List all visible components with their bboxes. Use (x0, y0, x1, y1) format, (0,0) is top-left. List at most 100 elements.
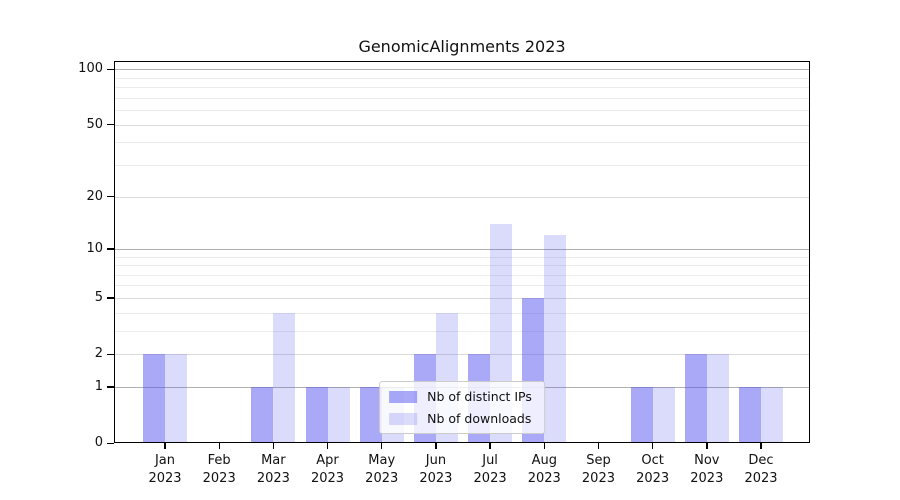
x-tick-jun (435, 443, 437, 449)
legend-label-downloads: Nb of downloads (427, 411, 532, 426)
y-tick-100 (107, 68, 114, 71)
x-tick-label-mar: Mar 2023 (245, 452, 301, 488)
x-label-month: Sep (586, 453, 611, 468)
x-label-month: Feb (207, 453, 231, 468)
bar-dec-ips (739, 386, 761, 443)
bar-apr-downloads (327, 386, 350, 443)
gridline-minor (114, 142, 810, 144)
bar-oct-downloads (652, 386, 675, 443)
x-tick-label-feb: Feb 2023 (191, 452, 247, 488)
x-label-month: Jun (425, 453, 447, 468)
gridline-2 (114, 354, 810, 356)
gridline-minor (114, 274, 810, 276)
bar-may-ips (359, 386, 382, 443)
x-label-year: 2023 (365, 471, 399, 486)
x-label-month: Jan (154, 453, 176, 468)
x-tick-jul (489, 443, 491, 449)
x-tick-may (381, 443, 383, 449)
legend-item-distinct-ips: Nb of distinct IPs (389, 389, 532, 404)
x-tick-label-jul: Jul 2023 (462, 452, 518, 488)
y-tick-1 (107, 386, 114, 388)
y-tick-label-100: 100 (78, 61, 103, 77)
x-tick-label-aug: Aug 2023 (516, 452, 572, 488)
x-label-month: Aug (531, 453, 557, 468)
x-label-year: 2023 (419, 471, 453, 486)
legend: Nb of distinct IPs Nb of downloads (379, 381, 545, 434)
x-tick-label-jun: Jun 2023 (408, 452, 464, 488)
gridline-10 (114, 248, 810, 250)
x-label-month: Nov (694, 453, 720, 468)
chart-title: GenomicAlignments 2023 (358, 37, 566, 56)
y-tick-label-10: 10 (86, 240, 103, 256)
x-label-month: Mar (261, 453, 286, 468)
legend-swatch-distinct-ips (389, 390, 418, 403)
gridline-20 (114, 196, 810, 198)
bar-apr-ips (305, 386, 328, 443)
gridline-100 (114, 69, 810, 71)
y-tick-10 (107, 248, 114, 250)
y-tick-label-20: 20 (86, 188, 103, 204)
legend-label-distinct-ips: Nb of distinct IPs (427, 389, 532, 404)
y-tick-label-0: 0 (94, 435, 103, 450)
y-tick-label-1: 1 (94, 378, 103, 394)
x-tick-aug (543, 443, 545, 449)
y-tick-label-5: 5 (94, 289, 103, 305)
gridline-minor (114, 265, 810, 267)
x-label-month: Jul (482, 453, 498, 468)
x-tick-apr (326, 443, 329, 449)
bar-jan-downloads (165, 354, 187, 443)
y-tick-50 (107, 124, 114, 126)
x-label-month: Dec (748, 453, 774, 468)
x-label-month: Apr (316, 453, 339, 468)
bar-oct-ips (630, 386, 653, 443)
x-label-year: 2023 (256, 471, 290, 486)
x-tick-mar (272, 443, 275, 449)
x-label-year: 2023 (473, 471, 507, 486)
x-tick-feb (218, 443, 220, 449)
x-tick-label-dec: Dec 2023 (733, 452, 789, 488)
x-tick-label-may: May 2023 (354, 452, 410, 488)
x-label-month: Oct (641, 453, 664, 468)
bar-nov-downloads (706, 354, 729, 443)
gridline-minor (114, 312, 810, 314)
gridline-minor (114, 87, 810, 89)
x-tick-label-nov: Nov 2023 (679, 452, 735, 488)
bar-mar-downloads (273, 312, 296, 443)
plot-area: Nb of distinct IPs Nb of downloads (114, 61, 810, 443)
bar-jan-ips (143, 354, 165, 443)
y-tick-5 (107, 297, 114, 299)
y-tick-0 (107, 442, 114, 444)
gridline-minor (114, 164, 810, 166)
legend-item-downloads: Nb of downloads (389, 411, 532, 426)
x-tick-sep (597, 443, 600, 449)
x-tick-jan (164, 443, 166, 449)
gridline-minor (114, 285, 810, 287)
x-label-year: 2023 (310, 471, 345, 486)
x-tick-nov (706, 443, 708, 449)
x-label-year: 2023 (202, 471, 236, 486)
gridline-minor (114, 256, 810, 258)
gridline-minor (114, 330, 810, 332)
x-tick-oct (652, 443, 654, 449)
legend-swatch-downloads (389, 412, 418, 425)
x-label-year: 2023 (744, 471, 778, 486)
x-label-year: 2023 (527, 471, 561, 486)
x-tick-label-jan: Jan 2023 (137, 452, 193, 488)
x-label-year: 2023 (636, 471, 670, 486)
bar-aug-downloads (544, 235, 567, 443)
x-label-year: 2023 (148, 471, 182, 486)
x-label-month: May (368, 453, 396, 468)
gridline-minor (114, 77, 810, 79)
gridline-5 (114, 297, 810, 299)
y-tick-2 (107, 353, 114, 355)
gridline-50 (114, 124, 810, 126)
gridline-minor (114, 97, 810, 99)
bar-nov-ips (684, 354, 707, 443)
x-label-year: 2023 (581, 471, 615, 486)
gridline-minor (114, 110, 810, 112)
x-tick-dec (760, 443, 762, 449)
y-tick-label-2: 2 (94, 346, 103, 362)
x-tick-label-apr: Apr 2023 (300, 452, 356, 488)
x-tick-label-oct: Oct 2023 (625, 452, 681, 488)
